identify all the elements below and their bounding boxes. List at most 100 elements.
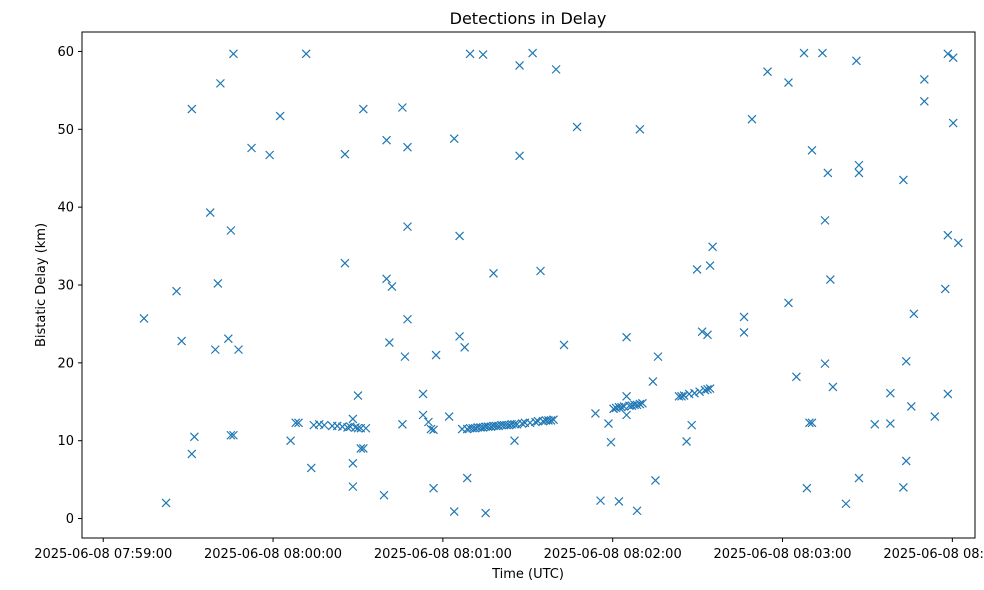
- data-point: [384, 338, 394, 348]
- data-point: [348, 482, 358, 492]
- data-point: [397, 419, 407, 429]
- data-point: [424, 417, 433, 427]
- data-point: [444, 412, 454, 421]
- data-point: [739, 328, 749, 337]
- data-point: [622, 391, 631, 401]
- data-point: [697, 327, 707, 337]
- data-point: [229, 49, 238, 59]
- data-point: [343, 423, 352, 432]
- data-point: [139, 314, 149, 323]
- x-axis-title: Time (UTC): [491, 567, 564, 582]
- data-point: [489, 268, 498, 278]
- data-point: [909, 309, 919, 319]
- y-axis-title: Bistatic Delay (km): [34, 223, 49, 347]
- data-point: [703, 384, 712, 394]
- data-point: [161, 498, 171, 508]
- data-point: [807, 418, 817, 428]
- data-point: [804, 418, 814, 428]
- data-point: [591, 409, 600, 418]
- data-point: [291, 418, 301, 428]
- data-point: [705, 384, 715, 393]
- tick-layer: 2025-06-08 07:59:00 2025-06-08 08:00:00 20…: [34, 45, 984, 562]
- y-tick-label: 30: [57, 279, 74, 294]
- data-point: [187, 104, 197, 114]
- data-point: [205, 208, 215, 218]
- data-point: [462, 473, 472, 483]
- data-point: [382, 274, 391, 284]
- chart-title: Detections in Delay: [450, 9, 607, 28]
- x-tick-label: 2025-06-08 08:02:00: [544, 547, 682, 562]
- data-point: [426, 424, 436, 434]
- data-point: [854, 168, 864, 178]
- data-point: [901, 456, 911, 466]
- data-point: [455, 331, 465, 341]
- data-point: [572, 122, 582, 132]
- data-point: [210, 345, 220, 355]
- data-point: [379, 490, 389, 500]
- data-point: [841, 499, 851, 509]
- data-point: [687, 420, 697, 430]
- data-point: [397, 103, 407, 112]
- data-point: [791, 372, 801, 382]
- data-point: [429, 483, 438, 493]
- data-point: [551, 64, 561, 74]
- data-point: [187, 449, 197, 459]
- data-point: [943, 389, 953, 399]
- data-point: [700, 385, 710, 395]
- data-point: [943, 230, 953, 240]
- data-point: [763, 67, 772, 77]
- data-point: [695, 387, 705, 397]
- y-tick-label: 40: [57, 201, 74, 216]
- data-point: [478, 50, 488, 59]
- x-tick-label: 2025-06-08 08:00:00: [204, 547, 342, 562]
- data-point: [622, 410, 631, 420]
- data-point: [906, 402, 916, 411]
- data-point: [622, 332, 631, 342]
- data-point: [870, 419, 880, 429]
- data-point: [460, 342, 470, 352]
- data-point: [948, 53, 958, 63]
- y-tick-label: 10: [57, 434, 74, 449]
- data-point: [651, 475, 660, 485]
- data-point: [648, 377, 658, 386]
- data-point: [596, 496, 605, 506]
- data-point: [340, 149, 350, 159]
- data-point: [653, 352, 663, 362]
- data-point: [747, 114, 757, 124]
- data-point: [353, 423, 363, 433]
- data-point: [265, 150, 275, 160]
- data-point: [919, 75, 929, 84]
- data-point: [820, 215, 830, 225]
- data-point: [632, 506, 642, 516]
- data-point: [229, 430, 238, 440]
- data-point: [828, 382, 838, 392]
- data-point: [515, 151, 525, 161]
- data-point: [223, 334, 233, 344]
- data-point: [799, 48, 809, 58]
- data-point: [531, 417, 540, 427]
- data-point: [953, 238, 963, 248]
- data-point: [387, 282, 397, 291]
- data-point: [431, 350, 441, 360]
- data-point: [319, 420, 329, 430]
- data-point: [465, 49, 475, 59]
- data-point: [851, 56, 861, 66]
- y-tick-label: 60: [57, 45, 74, 60]
- data-point: [802, 483, 812, 493]
- data-point: [708, 242, 718, 252]
- data-point: [189, 432, 199, 442]
- data-point: [418, 389, 428, 399]
- data-point: [885, 419, 895, 428]
- data-point: [449, 507, 459, 516]
- data-point: [382, 135, 391, 145]
- data-point: [400, 352, 410, 362]
- data-point: [898, 482, 908, 492]
- data-point: [546, 416, 556, 425]
- data-point: [703, 330, 712, 340]
- data-point: [898, 175, 908, 185]
- data-point: [172, 286, 181, 296]
- data-point: [823, 168, 833, 178]
- data-point: [294, 418, 303, 428]
- data-point: [348, 458, 358, 468]
- data-point: [901, 356, 911, 366]
